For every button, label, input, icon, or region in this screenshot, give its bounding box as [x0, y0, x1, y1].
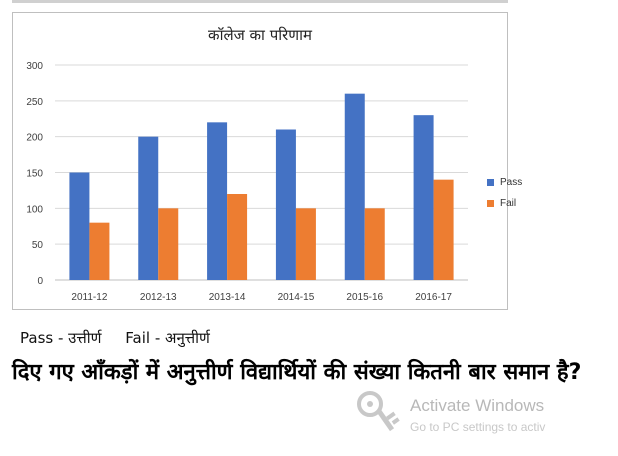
bar-chart: 0 50 100 150 200 250 300 2011-12 2012-13 2013-14 2… [26, 61, 468, 303]
bar-pass-2012-13 [138, 136, 159, 280]
x-tick-label: 2011-12 [71, 292, 107, 303]
y-tick-label: 300 [26, 61, 43, 72]
watermark-line1: Activate Windows [410, 396, 545, 415]
bar-fail-2015-16 [364, 208, 385, 280]
pass-fail-key-note: Pass - उत्तीर्ण Fail - अनुत्तीर्ण [20, 329, 210, 347]
chart-title: कॉलेज का परिणाम [208, 26, 312, 44]
bar-fail-2016-17 [433, 179, 454, 280]
legend-label-fail: Fail [500, 198, 517, 209]
y-tick-label: 100 [26, 204, 43, 215]
y-tick-label: 150 [26, 169, 43, 180]
bar-fail-2012-13 [158, 208, 179, 280]
question-text: दिए गए आँकड़ों में अनुत्तीर्ण विद्यार्थि… [12, 360, 582, 385]
bar-fail-2013-14 [227, 194, 248, 280]
y-tick-label: 200 [26, 133, 43, 144]
top-border-line [12, 0, 508, 3]
legend-item-pass: Pass [487, 177, 547, 188]
y-tick-label: 0 [37, 276, 43, 287]
activate-windows-watermark: Activate Windows Go to PC settings to ac… [356, 388, 618, 448]
bar-fail-2011-12 [89, 222, 110, 280]
bar-pass-2013-14 [207, 122, 228, 280]
y-tick-label: 250 [26, 97, 43, 108]
chart-frame: 0 50 100 150 200 250 300 2011-12 2012-13 2013-14 2… [12, 12, 522, 310]
bar-fail-2014-15 [295, 208, 316, 280]
legend-swatch-fail [487, 200, 494, 207]
bar-pass-2014-15 [275, 129, 296, 280]
x-tick-label: 2013-14 [209, 292, 246, 303]
key-icon [357, 391, 400, 432]
legend-swatch-pass [487, 179, 494, 186]
y-tick-label: 50 [32, 240, 44, 251]
watermark-line2: Go to PC settings to activ [410, 420, 546, 434]
legend-label-pass: Pass [500, 177, 523, 188]
x-tick-label: 2012-13 [140, 292, 177, 303]
bar-pass-2016-17 [413, 115, 434, 281]
x-tick-label: 2015-16 [346, 292, 383, 303]
bar-pass-2011-12 [69, 172, 90, 280]
x-tick-label: 2016-17 [415, 292, 452, 303]
legend-item-fail: Fail [487, 198, 547, 209]
bar-pass-2015-16 [344, 93, 365, 281]
x-tick-label: 2014-15 [278, 292, 315, 303]
